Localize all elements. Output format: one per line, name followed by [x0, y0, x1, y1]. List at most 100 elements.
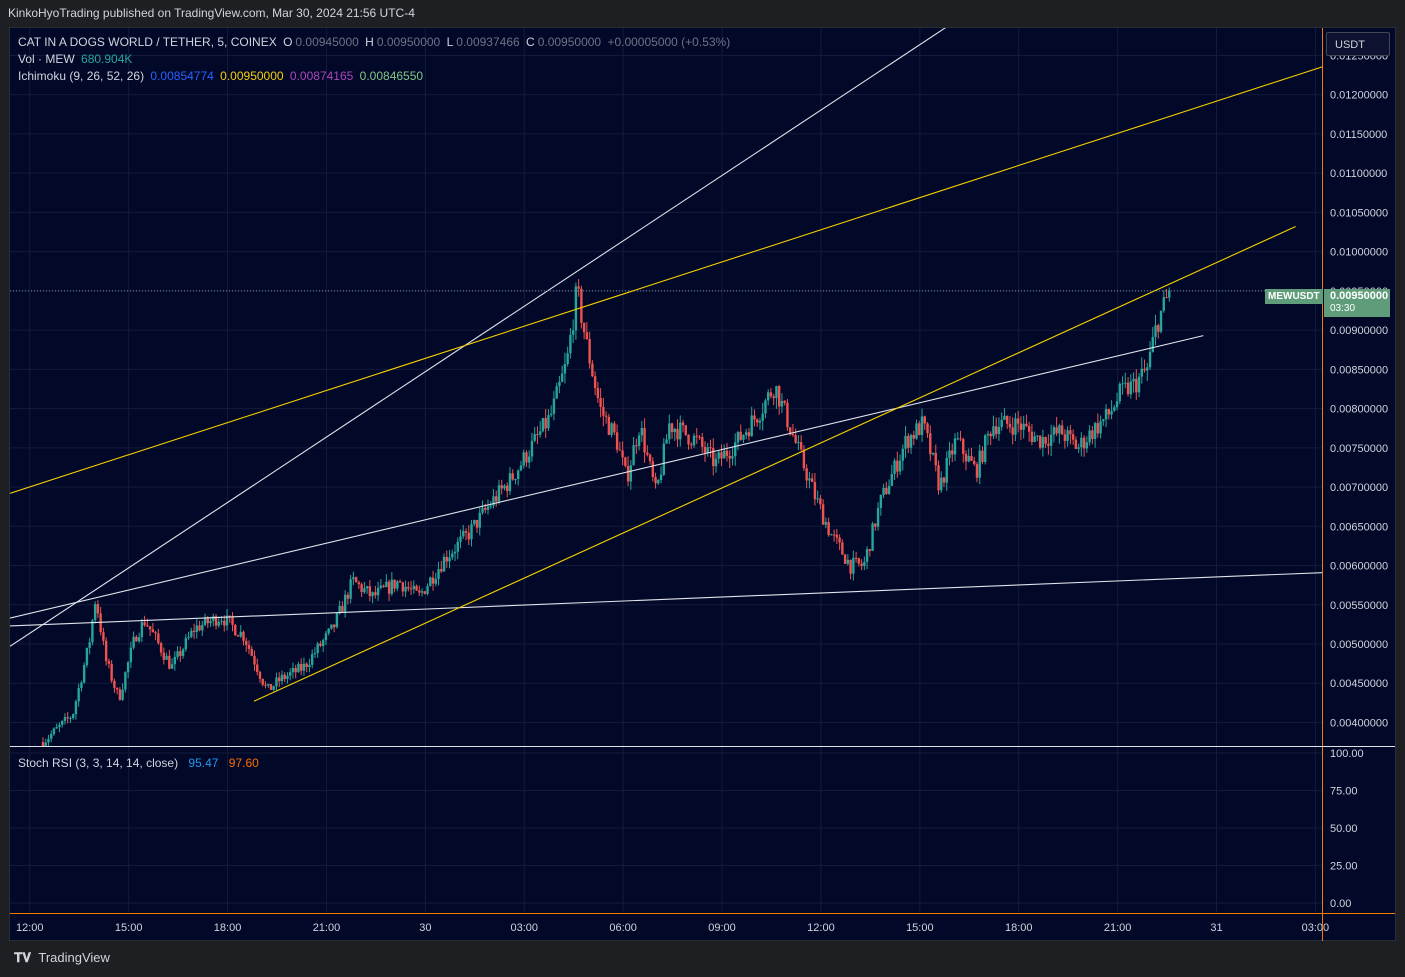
- candle-body: [514, 479, 517, 481]
- candle-body: [289, 672, 292, 676]
- candle-body: [1121, 383, 1124, 385]
- candle-body: [74, 701, 78, 715]
- candle-body: [547, 415, 550, 429]
- candle-body: [728, 455, 731, 459]
- candle-body: [945, 457, 948, 483]
- candle-body: [868, 549, 872, 551]
- candle-body: [176, 651, 179, 657]
- candle-body: [415, 585, 418, 591]
- candle-body: [953, 438, 957, 455]
- candle-body: [170, 664, 174, 669]
- yellow-trendline-5[interactable]: [253, 226, 1296, 702]
- symbol-legend: CAT IN A DOGS WORLD / TETHER, 5, COINEX …: [18, 35, 733, 49]
- candle-body: [261, 678, 264, 685]
- candle-body: [978, 450, 981, 478]
- candle-body: [736, 431, 740, 443]
- yellow-trendline-4[interactable]: [10, 48, 1381, 494]
- candle-body: [236, 635, 240, 637]
- candle-body: [742, 435, 745, 440]
- chart-frame[interactable]: [9, 27, 1396, 941]
- candle-body: [434, 578, 437, 584]
- candle-body: [948, 450, 951, 458]
- candle-body: [440, 569, 443, 572]
- candle-body: [220, 620, 223, 622]
- candle-body: [506, 485, 509, 492]
- candle-body: [181, 649, 185, 656]
- ichimoku-label[interactable]: Ichimoku (9, 26, 52, 26): [18, 69, 145, 83]
- candle-body: [495, 496, 498, 502]
- candle-body: [294, 667, 297, 673]
- currency-button[interactable]: USDT: [1326, 32, 1390, 56]
- candle-body: [684, 425, 687, 435]
- volume-label[interactable]: Vol · MEW: [18, 52, 75, 66]
- stoch-rsi-label[interactable]: Stoch RSI (3, 3, 14, 14, close): [18, 756, 179, 770]
- candle-body: [555, 386, 558, 399]
- candle-body: [467, 532, 470, 540]
- candle-body: [382, 585, 385, 587]
- price-tick-label: 0.01100000: [1330, 168, 1387, 180]
- candle-body: [305, 663, 308, 667]
- candle-body: [1146, 367, 1149, 371]
- candle-body: [203, 617, 207, 625]
- candle-body: [121, 689, 124, 700]
- candle-body: [393, 579, 396, 589]
- candle-body: [1060, 425, 1064, 435]
- open-value: 0.00945000: [295, 35, 359, 49]
- candle-body: [863, 561, 866, 566]
- candle-body: [569, 334, 572, 354]
- candle-body: [50, 733, 53, 739]
- candle-body: [593, 376, 597, 389]
- white-trendline-2[interactable]: [10, 335, 1204, 619]
- candle-body: [698, 436, 701, 438]
- white-trendline-1[interactable]: [10, 27, 947, 647]
- last-price-tag: 0.00950000 03:30: [1324, 289, 1390, 317]
- candle-body: [909, 434, 913, 448]
- candle-body: [981, 450, 984, 463]
- footer[interactable]: 𝐓𝐕 TradingView: [14, 950, 110, 966]
- candle-body: [137, 637, 141, 642]
- candle-body: [1019, 423, 1023, 430]
- time-tick-label: 12:00: [807, 922, 835, 934]
- candle-body: [374, 592, 377, 596]
- candle-body: [242, 631, 245, 641]
- candle-body: [379, 585, 383, 588]
- candle-body: [692, 435, 696, 446]
- candle-body: [1038, 435, 1042, 448]
- candle-body: [464, 530, 468, 533]
- candle-body: [574, 286, 578, 331]
- candle-body: [508, 473, 512, 492]
- candle-body: [604, 415, 608, 417]
- candle-body: [1005, 415, 1009, 424]
- high-value: 0.00950000: [376, 35, 441, 49]
- candle-body: [865, 549, 869, 562]
- time-tick-label: 30: [419, 922, 431, 934]
- candle-body: [1052, 427, 1056, 435]
- candle-body: [398, 581, 402, 583]
- candle-body: [915, 423, 918, 439]
- candle-body: [363, 588, 366, 593]
- symbol-title[interactable]: CAT IN A DOGS WORLD / TETHER, 5, COINEX: [18, 35, 277, 49]
- candle-body: [854, 557, 858, 559]
- candle-body: [632, 445, 635, 466]
- candle-body: [764, 400, 767, 414]
- candle-body: [904, 435, 907, 449]
- candle-body: [780, 400, 784, 407]
- candle-body: [618, 449, 622, 451]
- candle-body: [602, 406, 605, 416]
- candle-body: [198, 625, 201, 631]
- candle-body: [585, 332, 589, 340]
- footer-brand: TradingView: [38, 950, 110, 965]
- candle-body: [124, 672, 127, 690]
- candle-body: [418, 590, 421, 593]
- candle-body: [1063, 434, 1067, 441]
- candle-body: [668, 423, 671, 440]
- candle-body: [942, 477, 946, 483]
- white-trendline-3[interactable]: [10, 570, 1381, 627]
- price-tick-label: 0.01150000: [1330, 129, 1387, 141]
- candle-body: [173, 656, 177, 665]
- candle-body: [184, 637, 188, 650]
- candle-body: [354, 577, 358, 583]
- candle-body: [832, 534, 836, 536]
- candle-body: [1137, 376, 1141, 393]
